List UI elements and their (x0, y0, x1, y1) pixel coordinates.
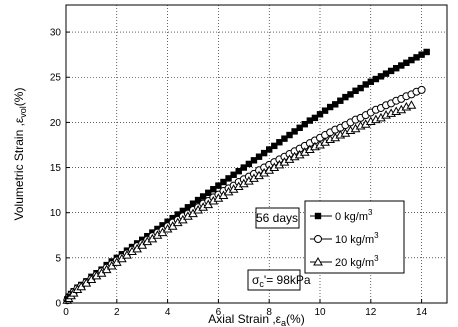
y-axis-title: Volumetric Strain ,εvol(%) (12, 88, 28, 221)
x-tick-label: 2 (114, 307, 120, 318)
x-tick-label: 10 (314, 307, 326, 318)
data-point (377, 73, 385, 80)
data-point (332, 101, 339, 108)
data-point (215, 182, 222, 189)
y-tick-label: 10 (50, 208, 62, 219)
legend-entry: 20 kg/m3 (310, 254, 379, 269)
data-point (179, 207, 187, 215)
legend-marker-open-circle (314, 235, 322, 243)
data-point (393, 65, 400, 72)
data-point (316, 111, 324, 118)
data-point (357, 84, 364, 92)
y-tick-label: 20 (50, 118, 62, 129)
y-tick-label: 15 (50, 163, 62, 174)
annotation-days: 56 days (255, 207, 300, 229)
tick-labels: 0 2 4 6 8 10 12 14 0 5 10 15 20 25 30 (50, 28, 428, 318)
x-tick-label: 6 (216, 307, 222, 318)
data-point (417, 85, 426, 94)
legend-marker (313, 256, 323, 266)
legend-label: 20 kg/m3 (335, 254, 379, 269)
legend-marker-open-triangle (313, 256, 323, 266)
data-point (184, 204, 192, 211)
data-point (382, 70, 390, 77)
data-point (189, 200, 197, 207)
data-point (199, 193, 207, 200)
data-point (169, 214, 176, 222)
data-point (286, 131, 293, 139)
data-point (296, 124, 303, 132)
plot-frame (65, 4, 448, 304)
y-tick-label: 25 (50, 73, 62, 84)
data-point (406, 100, 417, 109)
x-tick-label: 14 (416, 307, 428, 318)
x-axis-title: Axial Strain ,εa(%) (208, 312, 304, 327)
series-open-triangle (62, 100, 417, 304)
data-point (194, 196, 202, 204)
legend-entry: 0 kg/m3 (310, 208, 373, 223)
legend: 0 kg/m3 10 kg/m3 20 kg/m3 (304, 200, 405, 274)
data-point (403, 59, 410, 66)
data-point (240, 164, 247, 171)
data-point (291, 128, 298, 135)
data-point (387, 67, 395, 75)
data-point (306, 117, 314, 124)
y-tick-label: 5 (55, 253, 61, 264)
y-tick-label: 0 (55, 299, 61, 310)
data-point (367, 78, 374, 85)
data-point (311, 114, 319, 122)
data-point (276, 139, 283, 146)
data-point (413, 54, 420, 61)
legend-entry: 10 kg/m3 (310, 231, 379, 246)
data-point (159, 222, 166, 229)
data-point (220, 178, 227, 186)
data-point (230, 171, 237, 178)
x-tick-label: 4 (165, 307, 171, 318)
data-point (352, 87, 359, 94)
data-point (398, 62, 405, 69)
legend-marker-filled-square (314, 212, 322, 220)
data-point (337, 97, 344, 104)
data-point (321, 107, 329, 114)
legend-marker (314, 235, 322, 243)
data-point (260, 149, 268, 157)
data-point (347, 91, 354, 98)
data-point (205, 189, 212, 197)
data-point (342, 93, 349, 101)
data-point (255, 153, 263, 160)
x-tick-label: 0 (63, 307, 69, 318)
legend-label: 10 kg/m3 (335, 231, 379, 246)
data-markers (62, 48, 430, 305)
x-tick-label: 12 (365, 307, 377, 318)
legend-label: 0 kg/m3 (335, 208, 373, 223)
data-point (235, 167, 242, 175)
data-point (408, 56, 415, 64)
data-point (281, 135, 288, 142)
data-point (250, 157, 258, 164)
x-tick-label: 8 (266, 307, 272, 318)
data-point (301, 121, 308, 128)
legend-marker (314, 212, 322, 220)
data-point (266, 146, 273, 153)
data-point (271, 142, 278, 150)
data-point (210, 186, 217, 193)
data-point (372, 75, 380, 83)
y-tick-label: 30 (50, 28, 62, 39)
data-point (245, 160, 253, 168)
annotation-stress-text: σc'= 98kPa (252, 273, 311, 289)
annotation-stress: σc'= 98kPa (247, 269, 311, 291)
data-point (174, 211, 181, 218)
data-point (423, 48, 430, 56)
data-point (418, 51, 425, 58)
annotation-days-text: 56 days (256, 211, 298, 225)
data-point (362, 81, 369, 88)
data-point (326, 103, 334, 111)
data-point (164, 218, 171, 225)
data-point (225, 175, 232, 182)
